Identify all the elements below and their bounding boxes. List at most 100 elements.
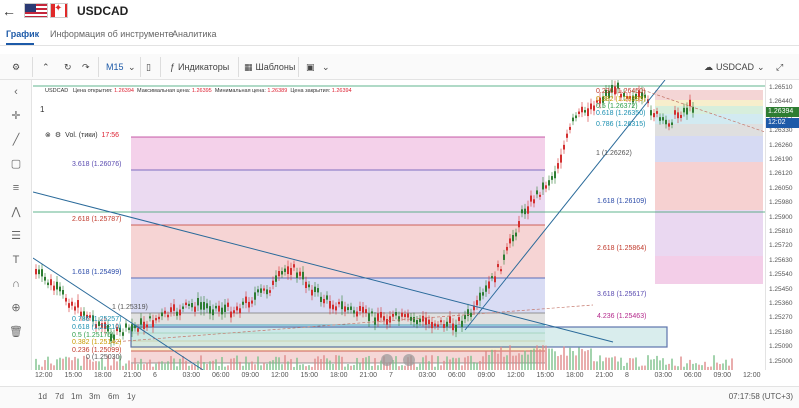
volume-bar [356,357,358,370]
chart-canvas[interactable] [33,80,765,370]
candlestick-icon[interactable]: ▯ [146,61,151,72]
tab-instrument-info[interactable]: Информация об инструменте [50,29,174,39]
volume-bar [227,365,229,370]
settings-icon[interactable]: ⚙ [54,132,62,139]
tab-analytics[interactable]: Аналитика [172,29,217,39]
period-3m[interactable]: 3m [89,392,101,401]
fullscreen-icon[interactable]: ⤢ [776,61,784,72]
volume-bar [644,365,646,370]
volume-bar [113,357,115,370]
volume-bar [47,356,49,370]
fib-zone [655,106,763,114]
volume-bar [713,355,715,370]
tab-chart[interactable]: График [6,29,40,39]
period-1y[interactable]: 1y [127,392,136,401]
volume-bar [287,361,289,370]
pane-height-input[interactable]: 1 [40,105,45,114]
hide-icon[interactable]: ⊗ [45,132,51,139]
indicators-button[interactable]: ƒ Индикаторы [170,58,229,76]
price-tick-label: 1.25540 [769,271,793,279]
candle-body [293,264,295,268]
fib-zone [655,256,763,284]
time-axis[interactable]: 12:00 15:00 18:00 21:00 6 03:00 06:00 09:00 12:0… [33,372,765,384]
candle-body [437,324,439,327]
time-tick-label: 18:00 [330,372,348,379]
text-icon[interactable]: T [12,254,20,266]
candle-body [197,298,199,306]
candle-body [692,106,694,113]
back-arrow-icon[interactable]: ← [2,3,16,19]
trash-icon[interactable]: 🗑 [9,326,23,338]
time-tick-label: 15:00 [536,372,555,379]
volume-bar [599,355,601,370]
volume-bar [362,358,364,370]
candle-body [245,296,247,304]
volume-bar [242,365,244,370]
time-tick-label: 06:00 [448,372,466,379]
volume-bar [419,363,421,370]
volume-bar [632,358,634,370]
volume-bar [263,362,265,370]
candle-body [149,316,151,319]
period-7d[interactable]: 7d [55,392,64,401]
price-chart[interactable] [33,80,765,370]
volume-bar [380,360,382,370]
trend-line-icon[interactable]: ╱ [12,134,20,146]
zoom-in-icon[interactable]: ⊕ [11,302,21,314]
volume-bar [620,357,622,370]
fib-zone [655,100,763,106]
price-tick-label: 1.25720 [769,242,793,250]
period-1d[interactable]: 1d [38,392,47,401]
candle-body [398,316,400,322]
templates-button[interactable]: ▦ Шаблоны [244,58,295,76]
chevron-up-icon[interactable]: ⌃ [42,61,50,72]
volume-bar [86,357,88,370]
volume-bar [107,355,109,370]
chevron-down-icon[interactable]: ⌄ [757,61,765,72]
volume-bar [617,361,619,370]
volume-bar [464,357,466,370]
volume-bar [641,365,643,370]
chevron-down-icon[interactable]: ⌄ [128,61,136,72]
candle-body [482,292,484,296]
magnet-icon[interactable]: ∩ [12,278,20,290]
volume-bar [302,364,304,370]
chevron-down-icon[interactable]: ⌄ [322,61,330,72]
candle-body [407,313,409,318]
selection-rectangle [130,326,668,348]
candle-body [71,301,73,306]
candle-body [467,309,469,316]
fibonacci-icon[interactable]: ☰ [11,230,21,242]
volume-bar [173,358,175,370]
crosshair-icon[interactable]: ✛ [11,110,21,122]
candle-body [599,97,601,104]
period-6m[interactable]: 6m [108,392,120,401]
instrument-select[interactable]: ☁ USDCAD [704,58,754,76]
collapse-arrow-icon[interactable]: ‹ [14,86,18,98]
settings-icon[interactable]: ⚙ [12,61,21,72]
volume-bar [593,361,595,370]
period-1m[interactable]: 1m [71,392,83,401]
screenshot-icon[interactable]: ▣ [306,61,315,72]
price-tick-label: 1.26510 [769,84,793,91]
candle-body [548,180,550,186]
pattern-icon[interactable]: ⋀ [11,206,21,218]
candle-body [173,304,175,311]
candle-body [521,209,523,214]
volume-bar [236,355,238,370]
time-tick-label: 09:00 [477,372,496,379]
volume-bar [221,357,223,370]
volume-bar [668,363,670,370]
candle-body [314,286,316,293]
volume-bar [341,356,343,370]
price-tick-label: 1.25360 [769,300,793,307]
rectangle-icon[interactable]: ▢ [10,158,22,170]
volume-bar [497,353,499,370]
volume-bar [191,364,193,370]
redo-icon[interactable]: ↷ [82,61,90,72]
timeframe-select[interactable]: M15 [106,62,124,72]
reset-icon[interactable]: ↻ [64,61,72,72]
candle-body [101,323,103,328]
horizontal-lines-icon[interactable]: ≡ [12,182,20,194]
